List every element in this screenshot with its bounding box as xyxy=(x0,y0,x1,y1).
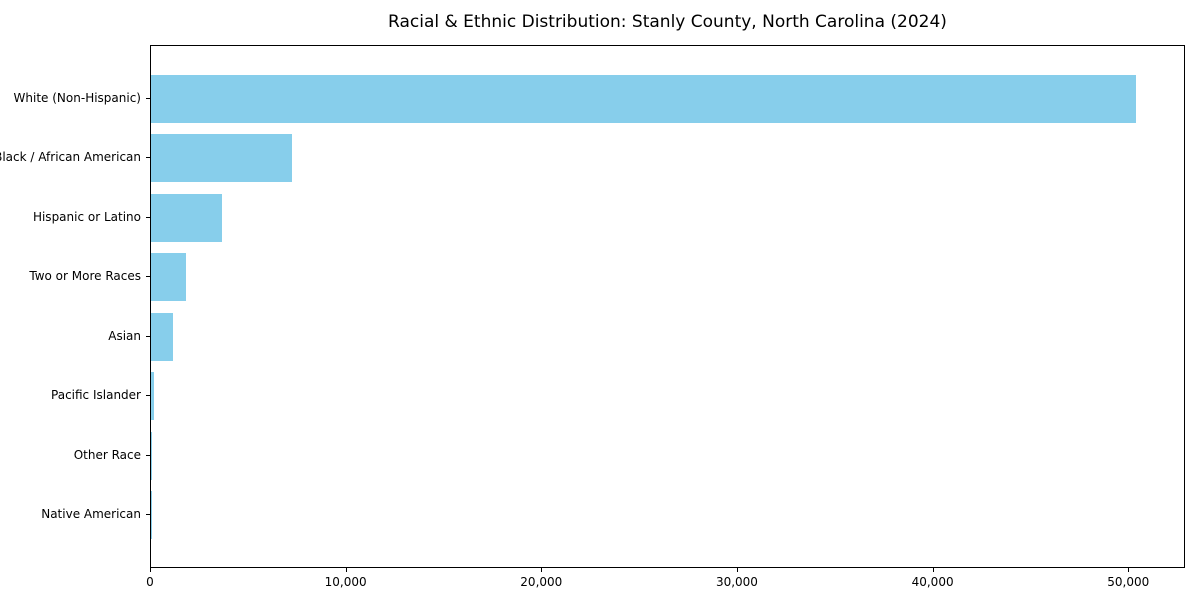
x-tick-label: 0 xyxy=(146,575,154,589)
bar xyxy=(151,312,174,361)
y-tick-mark xyxy=(146,216,150,218)
y-axis-label: Pacific Islander xyxy=(51,388,141,402)
y-tick-mark xyxy=(146,97,150,99)
y-tick-mark xyxy=(146,276,150,277)
bar xyxy=(151,193,223,242)
bar xyxy=(151,134,293,182)
x-tick-label: 20,000 xyxy=(520,575,563,589)
x-tick-label: 30,000 xyxy=(715,575,758,589)
x-tick-label: 50,000 xyxy=(1107,575,1150,589)
y-axis-label: White (Non-Hispanic) xyxy=(13,90,141,105)
y-tick-mark xyxy=(146,395,150,396)
bar xyxy=(151,372,154,420)
bar xyxy=(151,253,186,301)
x-tick-label: 10,000 xyxy=(324,575,367,589)
y-axis-label: Asian xyxy=(108,328,141,343)
y-tick-mark xyxy=(146,157,150,158)
y-axis-label: Two or More Races xyxy=(29,269,141,283)
x-tick-mark xyxy=(736,568,738,572)
y-tick-mark xyxy=(146,514,150,515)
y-axis-label: Hispanic or Latino xyxy=(32,209,141,224)
x-tick-mark xyxy=(150,568,151,572)
x-tick-mark xyxy=(1128,568,1130,572)
x-tick-label: 40,000 xyxy=(911,575,954,589)
y-tick-mark xyxy=(146,335,150,337)
y-tick-mark xyxy=(146,454,150,456)
plot-area xyxy=(150,45,1185,568)
y-axis-label: Other Race xyxy=(73,447,141,462)
y-axis-label: Native American xyxy=(41,507,141,521)
bar xyxy=(151,74,1137,123)
x-tick-mark xyxy=(345,568,347,572)
bar xyxy=(151,431,152,480)
x-tick-mark xyxy=(541,568,543,572)
y-axis-label: Black / African American xyxy=(0,150,141,164)
x-tick-mark xyxy=(932,568,934,572)
chart-title: Racial & Ethnic Distribution: Stanly Cou… xyxy=(388,12,947,32)
